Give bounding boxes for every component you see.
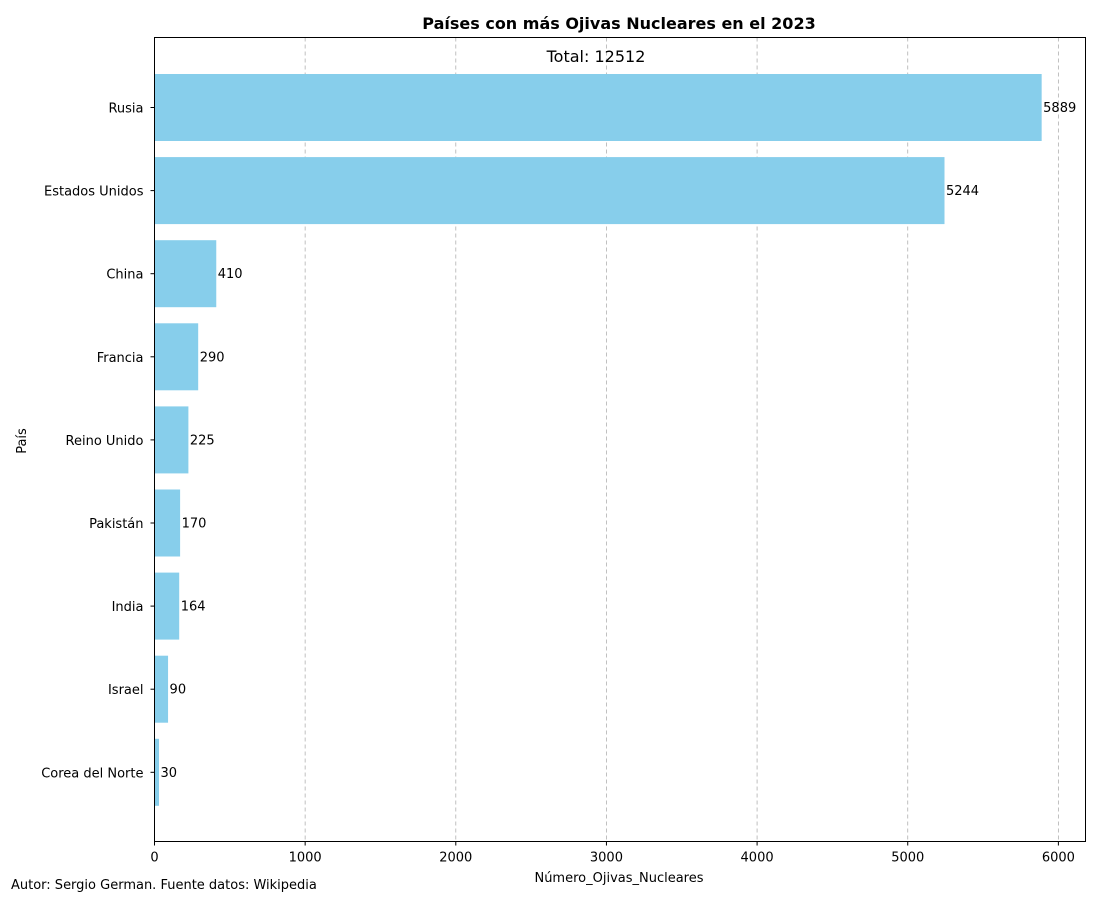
bar: [154, 655, 169, 723]
bar-value-label: 164: [181, 600, 206, 615]
y-axis-ticks: Rusia Estados Unidos China Francia Reino Uni…: [41, 102, 155, 781]
x-axis-ticks: 0 1000 2000 3000 4000 5000 6000: [150, 841, 1075, 866]
y-tick-label: Estados Unidos: [44, 185, 144, 200]
y-axis-label: País: [15, 428, 30, 454]
bar: [154, 489, 181, 557]
bar-value-label: 90: [170, 683, 187, 698]
y-tick-label: China: [106, 268, 143, 283]
y-tick-label: Israel: [108, 683, 144, 698]
bars: [154, 74, 1042, 806]
bar: [154, 572, 180, 640]
x-axis-label: Número_Ojivas_Nucleares: [534, 871, 703, 886]
bar-value-label: 410: [218, 267, 243, 282]
bar-value-label: 225: [190, 433, 215, 448]
bar: [154, 157, 945, 225]
x-tick-label: 0: [150, 851, 158, 866]
y-tick-label: Francia: [97, 351, 144, 366]
x-tick-label: 1000: [289, 851, 322, 866]
x-tick-label: 6000: [1042, 851, 1075, 866]
plot-frame: [154, 37, 1086, 842]
y-tick-label: Reino Unido: [66, 434, 144, 449]
x-tick-label: 4000: [741, 851, 774, 866]
bar: [154, 240, 217, 308]
x-tick-label: 5000: [891, 851, 924, 866]
x-tick-label: 3000: [590, 851, 623, 866]
bar-value-label: 290: [200, 350, 225, 365]
bar-value-labels: 5889 5244 410 290 225 170 164 90 30: [161, 101, 1077, 781]
chart-title: Países con más Ojivas Nucleares en el 20…: [422, 14, 815, 33]
y-tick-label: Corea del Norte: [41, 766, 143, 781]
bar-value-label: 5244: [946, 184, 979, 199]
y-tick-label: Pakistán: [89, 517, 143, 532]
bar-value-label: 170: [182, 517, 207, 532]
chart-subtitle: Total: 12512: [546, 47, 646, 66]
source-credit: Autor: Sergio German. Fuente datos: Wiki…: [11, 878, 317, 893]
bar: [154, 74, 1042, 141]
bar-value-label: 30: [161, 766, 178, 781]
bar: [154, 406, 189, 474]
bar-value-label: 5889: [1043, 101, 1076, 116]
x-tick-label: 2000: [439, 851, 472, 866]
bar: [154, 323, 199, 391]
y-tick-label: India: [112, 600, 144, 615]
y-tick-label: Rusia: [108, 102, 143, 117]
bar: [154, 738, 160, 806]
